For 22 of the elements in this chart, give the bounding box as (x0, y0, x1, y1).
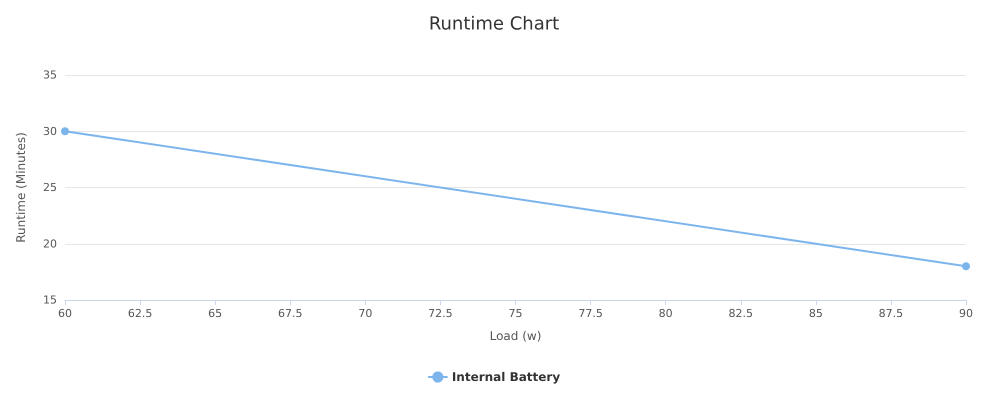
x-tick-label: 80 (658, 307, 673, 320)
x-tick-label: 60 (58, 307, 72, 320)
x-tick-label: 67.5 (278, 307, 302, 320)
legend-label: Internal Battery (452, 370, 560, 384)
chart-title: Runtime Chart (428, 14, 560, 34)
x-tick-label: 82.5 (728, 307, 753, 320)
y-tick-label: 25 (43, 181, 57, 194)
x-tick-label: 62.5 (128, 307, 152, 320)
x-tick-label: 75 (508, 307, 522, 320)
y-tick-label: 30 (43, 124, 57, 138)
x-tick-label: 65 (208, 307, 222, 320)
y-tick-label: 20 (43, 237, 57, 250)
x-axis-title: Load (w) (490, 329, 542, 343)
y-axis-title: Runtime (Minutes) (14, 132, 28, 243)
x-tick-label: 85 (808, 307, 823, 320)
x-tick-label: 77.5 (578, 307, 603, 320)
x-tick-label: 87.5 (878, 307, 904, 320)
x-tick-label: 70 (358, 307, 372, 320)
x-tick-label: 72.5 (428, 307, 453, 320)
x-tick-label: 90 (959, 307, 973, 320)
y-tick-label: 15 (43, 294, 57, 306)
y-tick-label: 35 (43, 68, 57, 82)
